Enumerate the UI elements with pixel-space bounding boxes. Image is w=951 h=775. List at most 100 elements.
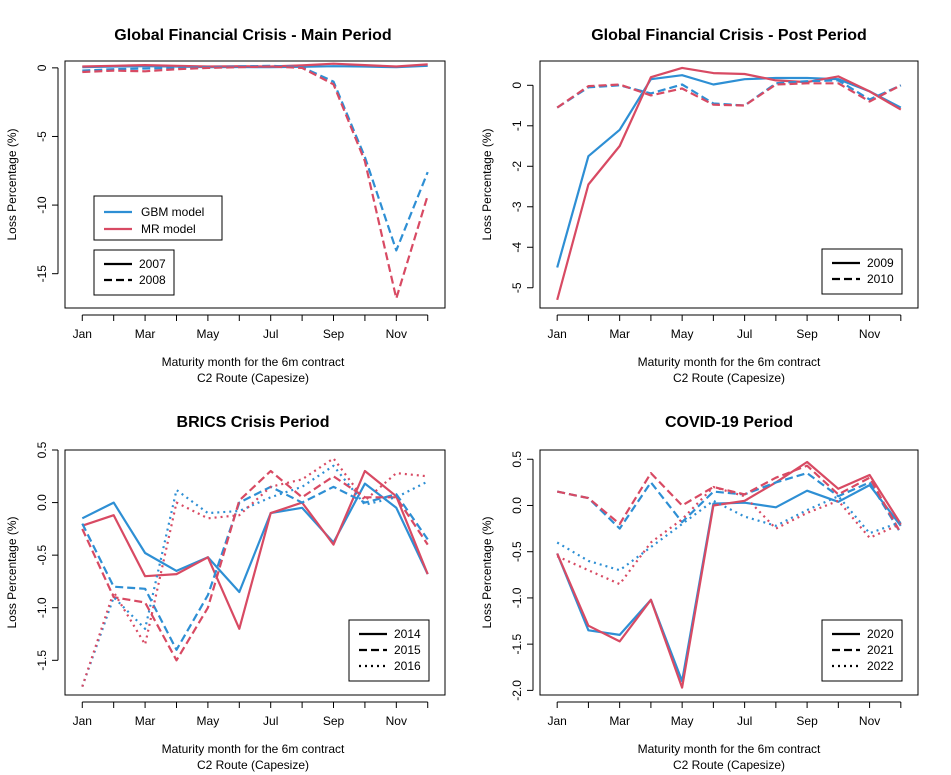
- series-line-gbm-2022: [556, 495, 902, 572]
- legend-label: 2014: [394, 627, 421, 641]
- x-tick-label: Mar: [609, 714, 630, 728]
- x-tick-label: Jan: [73, 714, 92, 728]
- series-line-mr-2020: [556, 460, 902, 689]
- y-axis-label: Loss Percentage (%): [5, 128, 19, 240]
- y-tick-label: -0.5: [35, 544, 49, 565]
- series-line-mr-2014: [81, 469, 429, 630]
- legend-models: GBM model MR model: [93, 195, 223, 241]
- legend-years: 2007 2008: [93, 249, 175, 296]
- x-tick-label: Jan: [548, 714, 567, 728]
- x-tick-label: Jan: [548, 327, 567, 341]
- x-tick-label: May: [197, 714, 220, 728]
- chart-panel-1: Global Financial Crisis - Main Period Jan…: [5, 27, 446, 385]
- legend-box: [93, 249, 175, 296]
- x-axis-label: Maturity month for the 6m contract: [162, 742, 345, 756]
- legend-label: 2020: [867, 627, 894, 641]
- series-group: [556, 66, 902, 301]
- legend-label: 2008: [139, 273, 166, 287]
- y-tick-label: -1.5: [510, 633, 524, 654]
- x-tick-label: May: [197, 327, 220, 341]
- y-axis-label: Loss Percentage (%): [5, 516, 19, 628]
- y-tick-label: -10: [35, 196, 49, 214]
- chart-title: Global Financial Crisis - Post Period: [591, 27, 867, 44]
- x-tick-label: Sep: [323, 714, 345, 728]
- x-axis-sublabel: C2 Route (Capesize): [673, 371, 785, 385]
- x-tick-label: May: [671, 327, 694, 341]
- series-line-gbm-2015: [81, 485, 429, 651]
- series-group: [82, 62, 429, 300]
- y-tick-label: -15: [35, 265, 49, 283]
- legend-label: 2021: [867, 643, 894, 657]
- y-tick-label: -1.0: [35, 597, 49, 618]
- x-axis-sublabel: C2 Route (Capesize): [197, 371, 309, 385]
- x-tick-label: Jul: [263, 327, 278, 341]
- series-line-mr-2022: [556, 485, 902, 586]
- legend-years: 2020 2021 2022: [821, 619, 903, 682]
- y-tick-label: -5: [510, 282, 524, 293]
- x-tick-label: Nov: [859, 714, 880, 728]
- chart-title: BRICS Crisis Period: [177, 414, 330, 431]
- x-tick-label: Jan: [73, 327, 92, 341]
- x-axis-label: Maturity month for the 6m contract: [638, 742, 821, 756]
- y-tick-label: -4: [510, 242, 524, 253]
- y-tick-label: -2: [510, 161, 524, 172]
- y-axis-label: Loss Percentage (%): [480, 516, 494, 628]
- series-line-gbm-2014: [81, 482, 429, 594]
- series-line-gbm-2009: [556, 74, 902, 268]
- y-tick-label: -0.5: [510, 541, 524, 562]
- legend-label: 2015: [394, 643, 421, 657]
- x-tick-label: Jul: [737, 327, 752, 341]
- series-line-mr-2010: [556, 82, 902, 109]
- x-tick-label: Sep: [323, 327, 345, 341]
- y-tick-label: 0: [35, 64, 49, 71]
- x-tick-label: Nov: [386, 327, 407, 341]
- y-tick-label: -1.0: [510, 587, 524, 608]
- chart-panel-2: Global Financial Crisis - Post Period Jan…: [480, 27, 919, 385]
- series-line-mr-2008: [82, 65, 429, 300]
- y-tick-label: -1.5: [35, 650, 49, 671]
- y-tick-label: -2.0: [510, 680, 524, 701]
- plot-frame: [64, 449, 446, 696]
- series-line-mr-2021: [556, 464, 902, 534]
- series-line-mr-2016: [81, 457, 428, 687]
- x-tick-label: Mar: [135, 327, 156, 341]
- x-tick-label: May: [671, 714, 694, 728]
- legend-label: 2009: [867, 256, 894, 270]
- x-tick-label: Nov: [386, 714, 407, 728]
- y-tick-label: 0: [510, 82, 524, 89]
- chart-title: COVID-19 Period: [665, 414, 793, 431]
- series-line-mr-2015: [81, 469, 429, 662]
- legend-label: 2007: [139, 257, 166, 271]
- series-line-mr-2009: [556, 66, 902, 301]
- plot-frame: [539, 60, 919, 309]
- y-tick-label: 0.0: [510, 497, 524, 514]
- legend-label: GBM model: [141, 205, 204, 219]
- x-axis-label: Maturity month for the 6m contract: [162, 355, 345, 369]
- y-axis-label: Loss Percentage (%): [480, 128, 494, 240]
- plot-frame: [64, 60, 446, 309]
- y-tick-label: -5: [35, 131, 49, 142]
- x-tick-label: Jul: [263, 714, 278, 728]
- x-tick-label: Nov: [859, 327, 880, 341]
- legend-years: 2009 2010: [821, 248, 903, 295]
- x-tick-label: Mar: [135, 714, 156, 728]
- x-axis-sublabel: C2 Route (Capesize): [673, 758, 785, 772]
- legend-label: 2022: [867, 659, 894, 673]
- x-tick-label: Sep: [796, 714, 818, 728]
- series-group: [81, 457, 429, 687]
- y-tick-label: 0.0: [35, 494, 49, 511]
- series-line-gbm-2021: [556, 472, 902, 534]
- x-axis-sublabel: C2 Route (Capesize): [197, 758, 309, 772]
- series-group: [556, 460, 902, 689]
- legend-box: [821, 248, 903, 295]
- chart-title: Global Financial Crisis - Main Period: [114, 27, 391, 44]
- legend-label: 2016: [394, 659, 421, 673]
- legend-label: 2010: [867, 272, 894, 286]
- x-tick-label: Mar: [609, 327, 630, 341]
- legend-label: MR model: [141, 222, 196, 236]
- y-tick-label: 0.5: [35, 441, 49, 458]
- x-tick-label: Sep: [796, 327, 818, 341]
- plot-frame: [539, 449, 919, 696]
- x-tick-label: Jul: [737, 714, 752, 728]
